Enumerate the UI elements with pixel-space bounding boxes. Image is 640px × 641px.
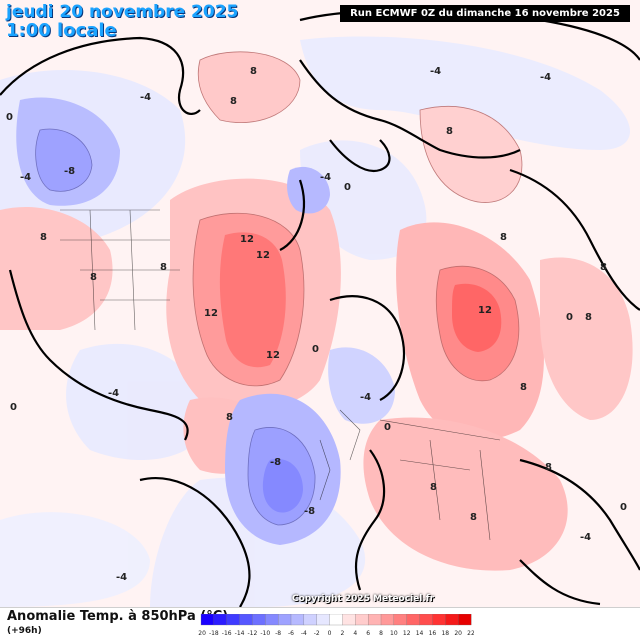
variable-title: Anomalie Temp. à 850hPa (°C) xyxy=(7,609,229,624)
contour-label: 8 xyxy=(500,232,507,243)
colorbar-swatch xyxy=(252,614,266,626)
colorbar-tick-label: 10 xyxy=(390,630,398,637)
colorbar-tick-label: 0 xyxy=(328,630,332,637)
colorbar-tick-label: 18 xyxy=(441,630,449,637)
colorbar-tick-label: -2 xyxy=(314,630,320,637)
contour-labels: 12 12 12 12 12 8 8 8 8 8 8 8 8 8 8 8 8 8… xyxy=(6,66,627,583)
contour-label: -4 xyxy=(140,92,151,103)
colorbar: -20-18-16-14-12-10-8-6-4-202468101214161… xyxy=(198,614,474,637)
colorbar-tick-label: 16 xyxy=(429,630,437,637)
contour-label: 8 xyxy=(430,482,437,493)
anomaly-map: 12 12 12 12 12 8 8 8 8 8 8 8 8 8 8 8 8 8… xyxy=(0,0,640,608)
contour-label: 12 xyxy=(204,308,218,319)
colorbar-tick-label: 8 xyxy=(379,630,383,637)
colorbar-tick-label: 22 xyxy=(467,630,474,637)
colorbar-tick-label: 14 xyxy=(416,630,424,637)
contour-label: 0 xyxy=(6,112,13,123)
colorbar-tick-label: -18 xyxy=(209,630,219,637)
colorbar-tick-label: 2 xyxy=(341,630,345,637)
contour-label: 0 xyxy=(312,344,319,355)
contour-label: 12 xyxy=(266,350,280,361)
colorbar-swatch xyxy=(316,614,331,626)
colorbar-swatch xyxy=(380,614,395,626)
forecast-time: 1:00 locale xyxy=(6,19,117,41)
colorbar-swatch xyxy=(265,614,279,626)
contour-label: 8 xyxy=(545,462,552,473)
colorbar-swatch xyxy=(457,614,472,626)
colorbar-tick-label: 4 xyxy=(353,630,357,637)
contour-label: 8 xyxy=(230,96,237,107)
colorbar-swatch xyxy=(432,614,446,626)
colorbar-swatch xyxy=(329,614,343,626)
contour-label: -4 xyxy=(360,392,371,403)
colorbar-tick-label: -10 xyxy=(260,630,270,637)
contour-label: -4 xyxy=(20,172,31,183)
contour-label: 8 xyxy=(250,66,257,77)
colorbar-swatch xyxy=(355,614,369,626)
colorbar-tick-label: -14 xyxy=(235,630,245,637)
colorbar-swatch xyxy=(226,614,241,626)
colorbar-swatch xyxy=(342,614,356,626)
contour-label: 0 xyxy=(566,312,573,323)
contour-label: -4 xyxy=(540,72,551,83)
colorbar-swatch xyxy=(393,614,408,626)
contour-label: 8 xyxy=(470,512,477,523)
colorbar-swatch xyxy=(406,614,421,626)
contour-label: 8 xyxy=(90,272,97,283)
contour-label: 8 xyxy=(40,232,47,243)
colorbar-tick-label: 12 xyxy=(403,630,411,637)
colorbar-swatch xyxy=(367,614,382,626)
colorbar-swatch xyxy=(200,614,215,626)
contour-label: 8 xyxy=(600,262,607,273)
contour-label: 0 xyxy=(10,402,17,413)
forecast-date: jeudi 20 novembre 2025 xyxy=(6,2,239,22)
lead-time: (+96h) xyxy=(7,626,42,636)
contour-label: -8 xyxy=(304,506,315,517)
contour-label: -8 xyxy=(64,166,75,177)
colorbar-swatch xyxy=(303,614,318,626)
colorbar-tick-label: 20 xyxy=(454,630,462,637)
colorbar-swatch xyxy=(213,614,228,626)
contour-label: 0 xyxy=(620,502,627,513)
forecast-validity-header: jeudi 20 novembre 2025 1:00 locale xyxy=(6,2,239,41)
contour-label: 8 xyxy=(226,412,233,423)
colorbar-tick-label: -8 xyxy=(275,630,281,637)
contour-label: 0 xyxy=(344,182,351,193)
model-run-label: Run ECMWF 0Z du dimanche 16 novembre 202… xyxy=(340,5,630,22)
contour-lines xyxy=(192,51,523,387)
contour-label: -4 xyxy=(116,572,127,583)
contour-label: 12 xyxy=(256,250,270,261)
contour-label: 0 xyxy=(384,422,391,433)
country-borders xyxy=(60,209,501,541)
contour-label: -8 xyxy=(270,457,281,468)
colorbar-swatch xyxy=(290,614,305,626)
warm-anomaly-fields xyxy=(0,51,633,571)
colorbar-tick-label: -4 xyxy=(301,630,307,637)
contour-label: -4 xyxy=(108,388,119,399)
contour-label: -4 xyxy=(580,532,591,543)
contour-label: 8 xyxy=(585,312,592,323)
colorbar-tick-label: -12 xyxy=(248,630,258,637)
contour-label: 8 xyxy=(520,382,527,393)
copyright-credit: Copyright 2025 Meteociel.fr xyxy=(292,594,435,604)
contour-label: -4 xyxy=(430,66,441,77)
colorbar-swatch xyxy=(419,614,433,626)
colorbar-tick-label: -20 xyxy=(198,630,206,637)
contour-label: 12 xyxy=(478,305,492,316)
contour-label: 8 xyxy=(446,126,453,137)
colorbar-swatch xyxy=(239,614,253,626)
colorbar-swatch xyxy=(445,614,459,626)
colorbar-swatch xyxy=(277,614,292,626)
colorbar-tick-label: -6 xyxy=(288,630,294,637)
contour-label: -4 xyxy=(320,172,331,183)
cold-anomaly-fields xyxy=(16,97,395,545)
contour-label: 12 xyxy=(240,234,254,245)
colorbar-tick-label: 6 xyxy=(366,630,370,637)
contour-label: 8 xyxy=(160,262,167,273)
colorbar-tick-label: -16 xyxy=(222,630,232,637)
